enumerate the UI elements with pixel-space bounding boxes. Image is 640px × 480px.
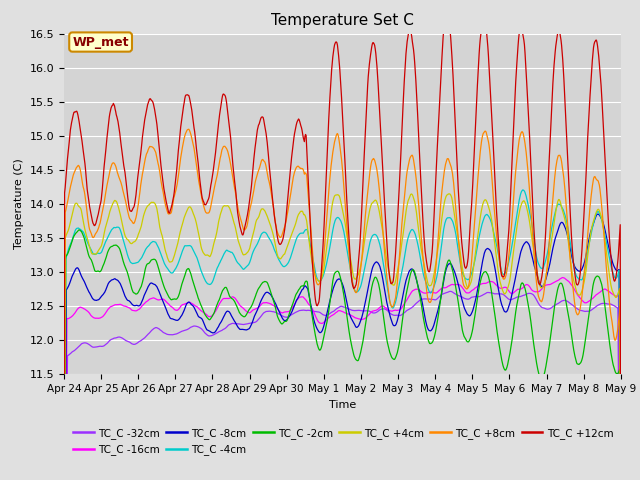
- Title: Temperature Set C: Temperature Set C: [271, 13, 414, 28]
- TC_C +12cm: [388, 280, 396, 286]
- TC_C +12cm: [291, 128, 299, 134]
- TC_C -4cm: [388, 305, 396, 311]
- TC_C -16cm: [163, 300, 171, 306]
- TC_C -32cm: [388, 312, 396, 317]
- TC_C -4cm: [589, 220, 597, 226]
- TC_C -4cm: [87, 246, 95, 252]
- Line: TC_C +12cm: TC_C +12cm: [64, 12, 621, 480]
- Line: TC_C -4cm: TC_C -4cm: [64, 190, 621, 480]
- TC_C -8cm: [594, 211, 602, 217]
- TC_C -8cm: [598, 217, 606, 223]
- TC_C +12cm: [444, 10, 451, 15]
- TC_C +8cm: [87, 229, 95, 235]
- Line: TC_C -16cm: TC_C -16cm: [64, 277, 621, 480]
- TC_C +12cm: [598, 102, 606, 108]
- TC_C +4cm: [589, 218, 597, 224]
- TC_C -8cm: [87, 292, 95, 298]
- TC_C +8cm: [388, 304, 396, 310]
- Line: TC_C +4cm: TC_C +4cm: [64, 194, 621, 480]
- Legend: TC_C -32cm, TC_C -16cm, TC_C -8cm, TC_C -4cm, TC_C -2cm, TC_C +4cm, TC_C +8cm, T: TC_C -32cm, TC_C -16cm, TC_C -8cm, TC_C …: [69, 424, 618, 459]
- TC_C +8cm: [598, 209, 606, 215]
- TC_C -2cm: [164, 292, 172, 298]
- Line: TC_C -8cm: TC_C -8cm: [64, 214, 621, 480]
- TC_C -2cm: [88, 257, 95, 263]
- TC_C -16cm: [559, 275, 566, 280]
- TC_C -16cm: [589, 295, 597, 300]
- Y-axis label: Temperature (C): Temperature (C): [14, 158, 24, 250]
- TC_C -32cm: [163, 332, 171, 337]
- TC_C +4cm: [291, 222, 299, 228]
- TC_C +12cm: [87, 210, 95, 216]
- TC_C -16cm: [291, 300, 299, 306]
- TC_C -2cm: [388, 356, 396, 361]
- Line: TC_C -32cm: TC_C -32cm: [64, 291, 621, 480]
- TC_C -32cm: [589, 306, 597, 312]
- TC_C -32cm: [598, 300, 606, 306]
- TC_C +4cm: [163, 254, 171, 260]
- TC_C +8cm: [163, 209, 171, 215]
- TC_C -8cm: [163, 310, 171, 315]
- TC_C -4cm: [519, 187, 527, 193]
- Text: WP_met: WP_met: [72, 36, 129, 48]
- TC_C -16cm: [388, 308, 396, 314]
- TC_C +4cm: [87, 248, 95, 254]
- TC_C -32cm: [87, 343, 95, 348]
- TC_C -2cm: [292, 292, 300, 298]
- X-axis label: Time: Time: [329, 400, 356, 409]
- TC_C -8cm: [291, 301, 299, 307]
- TC_C -32cm: [291, 310, 299, 315]
- TC_C +4cm: [598, 219, 606, 225]
- TC_C -4cm: [598, 219, 606, 225]
- TC_C -16cm: [87, 312, 95, 318]
- Line: TC_C -2cm: TC_C -2cm: [64, 230, 621, 480]
- TC_C -16cm: [598, 288, 606, 293]
- TC_C +8cm: [589, 176, 597, 182]
- TC_C +8cm: [185, 126, 193, 132]
- TC_C -8cm: [589, 222, 596, 228]
- TC_C +8cm: [292, 166, 300, 172]
- TC_C -32cm: [446, 288, 454, 294]
- TC_C -4cm: [163, 265, 171, 271]
- TC_C +12cm: [589, 45, 597, 50]
- TC_C +4cm: [388, 281, 396, 287]
- TC_C -2cm: [76, 227, 83, 233]
- TC_C -8cm: [388, 320, 396, 325]
- TC_C +12cm: [163, 204, 171, 209]
- Line: TC_C +8cm: TC_C +8cm: [64, 129, 621, 480]
- TC_C +4cm: [445, 191, 453, 197]
- TC_C -2cm: [589, 280, 597, 286]
- TC_C -4cm: [291, 240, 299, 246]
- TC_C -2cm: [598, 284, 606, 290]
